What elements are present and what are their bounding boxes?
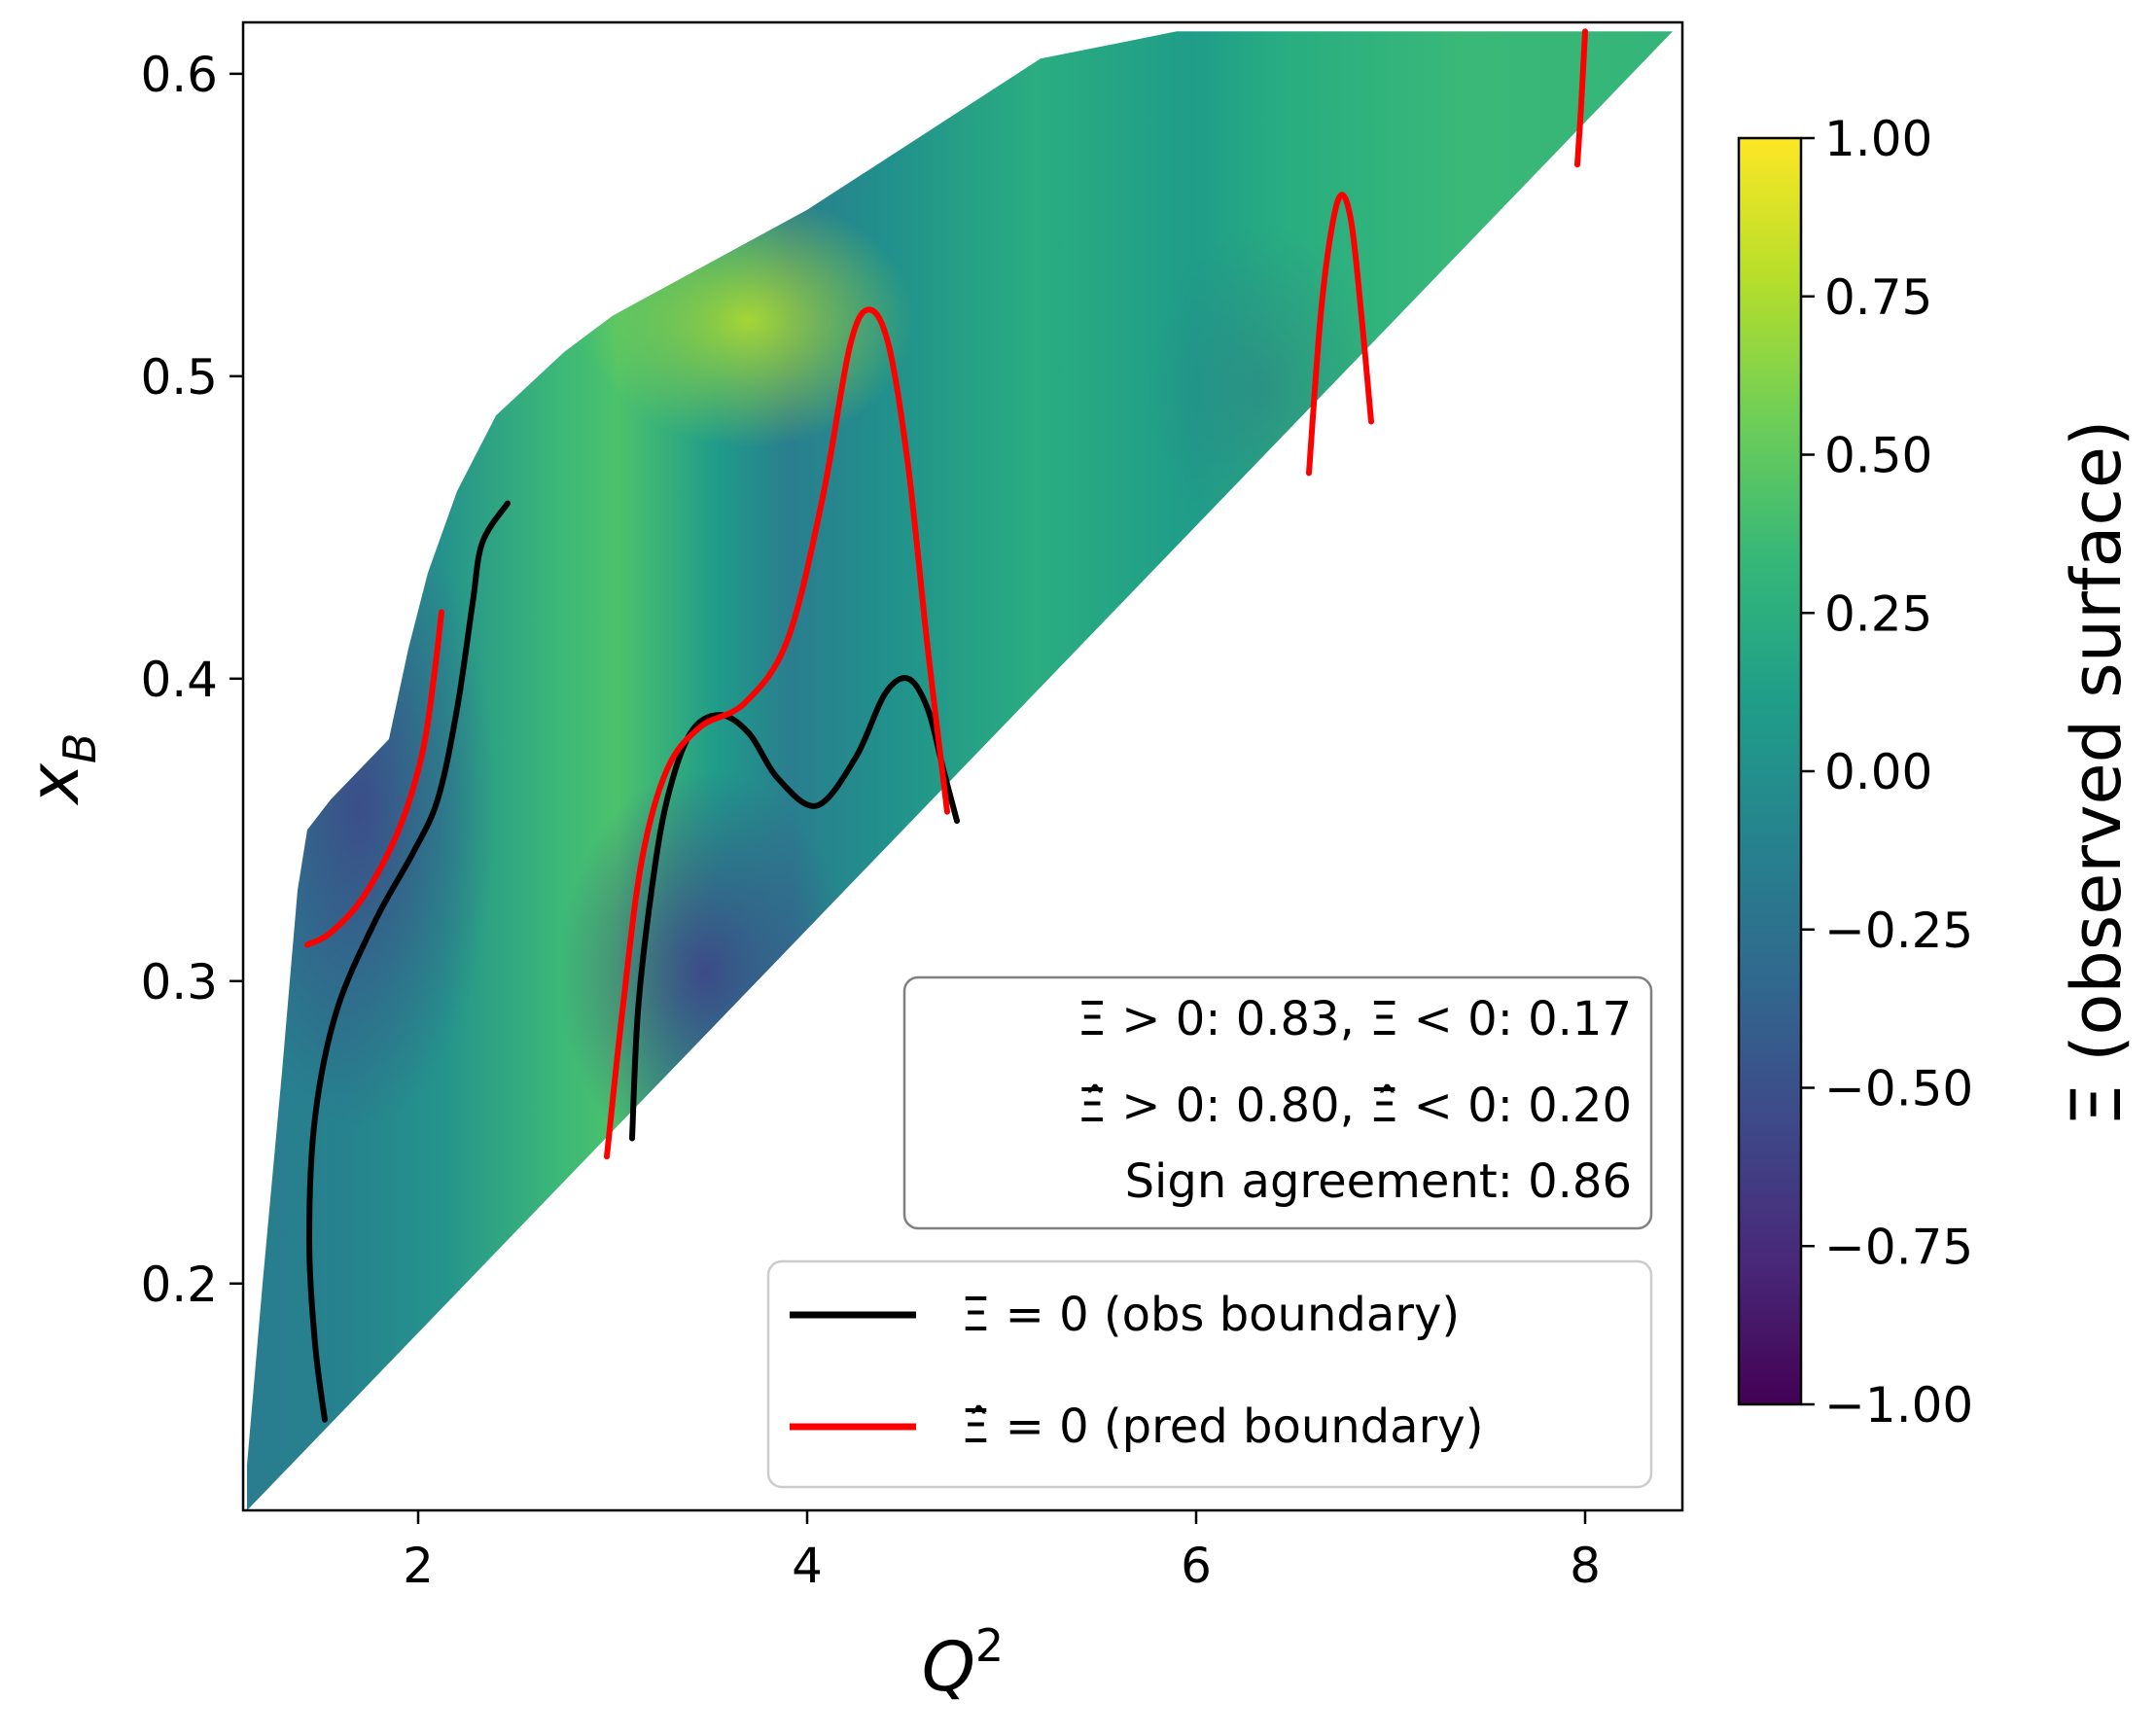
plot-frame [241,20,1684,1512]
stats-line-1: Ξ > 0: 0.83, Ξ < 0: 0.17 [1078,992,1632,1046]
negative-region-left [247,486,496,1128]
colorbar: 1.00 0.75 0.50 0.25 0.00 −0.25 −0.50 −0.75 −1.00… [1737,111,2137,1434]
y-axis-ticks: 0.2 0.3 0.4 0.5 0.6 [140,47,243,1313]
x-axis-title-main: Q [922,1627,975,1707]
colorbar-tick-label: 0.75 [1824,269,1932,326]
y-tick-label: 0.5 [140,349,218,406]
pred_boundary-curve [304,609,444,948]
x-axis-title: Q2 [922,1619,1004,1707]
y-axis-title-sub: B [53,733,106,764]
legend-label-pred: Ξ̂ = 0 (pred boundary) [961,1399,1483,1454]
colorbar-tick-label: −0.75 [1824,1219,1973,1275]
pred_boundary-curve [604,306,950,1160]
y-tick-label: 0.3 [140,954,218,1010]
legend-label-pred-suffix: (pred boundary) [1089,1399,1484,1454]
obs_boundary-curve [306,500,511,1423]
legend-label-obs: Ξ = 0 (obs boundary) [961,1288,1460,1342]
colorbar-tick-label: −0.25 [1824,903,1973,959]
colorbar-tick-label: 0.25 [1824,585,1932,642]
pred_boundary-curve [1574,28,1588,168]
y-axis-title: xB [15,733,106,806]
obs_boundary-curve [629,675,960,1142]
stats-line-3: Sign agreement: 0.86 [1125,1154,1632,1209]
x-tick-label: 6 [1181,1538,1212,1594]
x-tick-label: 8 [1570,1538,1601,1594]
y-axis-title-group: xB [15,733,106,806]
colorbar-tick-label: −0.50 [1824,1061,1973,1117]
negative-region-center [559,768,851,1177]
y-axis-title-main: x [15,763,94,806]
x-tick-label: 4 [792,1538,823,1594]
colorbar-tick-label: 1.00 [1824,111,1932,167]
x-axis-ticks: 2 4 6 8 [403,1510,1601,1594]
colorbar-tick-label: −1.00 [1824,1377,1973,1434]
colorbar-title: Ξ (observed surface) [2057,420,2137,1127]
colorbar-title-group: Ξ (observed surface) [2057,420,2137,1127]
stats-box-frame [902,975,1653,1230]
y-tick-label: 0.4 [140,652,218,708]
legend-label-pred-prefix: Ξ̂ = 0 [961,1399,1089,1454]
stats-box: Ξ > 0: 0.83, Ξ < 0: 0.17 Ξ̂ > 0: 0.80, Ξ… [902,975,1653,1230]
x-axis-title-sup: 2 [975,1619,1004,1672]
colorbar-ticks: 1.00 0.75 0.50 0.25 0.00 −0.25 −0.50 −0.75 −1.00 [1801,111,1973,1434]
x-tick-label: 2 [403,1538,434,1594]
stats-line-2: Ξ̂ > 0: 0.80, Ξ̂ < 0: 0.20 [1078,1079,1632,1133]
colorbar-tick-label: 0.50 [1824,428,1932,484]
colorbar-gradient [1737,136,1803,1406]
negative-region-faint [1148,224,1381,554]
legend-label-obs-prefix: Ξ = 0 [961,1288,1089,1342]
legend-frame [766,1259,1653,1489]
colorbar-tick-label: 0.00 [1824,744,1932,800]
boundary-curves [304,28,1588,1423]
legend: Ξ = 0 (obs boundary) Ξ̂ = 0 (pred bounda… [766,1259,1653,1489]
positive-region-peak [583,195,914,447]
y-tick-label: 0.6 [140,47,218,103]
legend-label-obs-suffix: (obs boundary) [1089,1288,1461,1342]
pred_boundary-curve [1306,192,1374,477]
y-tick-label: 0.2 [140,1257,218,1313]
